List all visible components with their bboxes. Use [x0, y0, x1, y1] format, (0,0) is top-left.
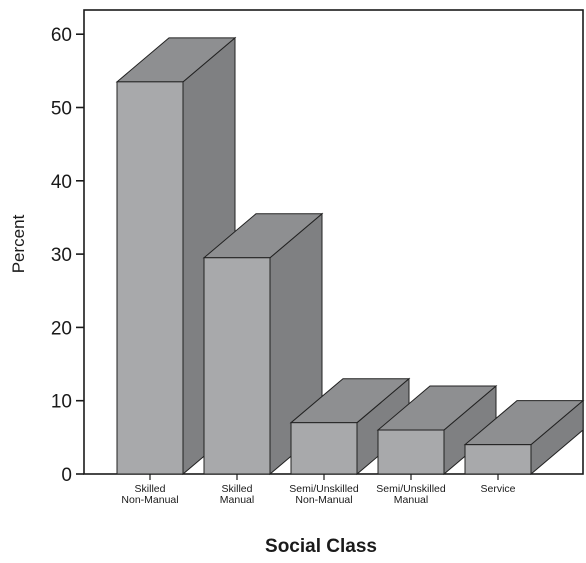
bar — [376, 384, 498, 476]
bar-front-face — [116, 81, 184, 475]
y-tick-label: 50 — [51, 99, 72, 120]
bar-front-face — [203, 257, 271, 475]
bar-front-face — [464, 444, 532, 475]
y-axis-ticks: 0 10 20 30 40 50 60 — [51, 25, 84, 486]
y-tick-label: 20 — [51, 318, 72, 339]
x-tick-label: Semi/Unskilled Non-Manual — [289, 483, 359, 506]
x-tick-label-line: Non-Manual — [295, 494, 352, 506]
x-tick-label-line: Semi/Unskilled — [376, 483, 446, 495]
x-tick-label-line: Manual — [220, 494, 254, 506]
x-tick-label-line: Service — [480, 483, 515, 495]
x-tick-label-line: Skilled — [222, 483, 253, 495]
x-tick-label-line: Non-Manual — [121, 494, 178, 506]
y-tick-label: 0 — [61, 465, 72, 486]
x-tick-label-line: Skilled — [135, 483, 166, 495]
x-tick-label-line: Semi/Unskilled — [289, 483, 359, 495]
x-tick-label: Service — [480, 483, 515, 495]
y-tick-label: 10 — [51, 392, 72, 413]
bar-front-face — [290, 422, 358, 475]
y-tick-label: 40 — [51, 172, 72, 193]
bar-series — [115, 36, 585, 476]
bar-front-face — [377, 429, 445, 475]
y-tick-label: 60 — [51, 25, 72, 46]
x-tick-label-line: Manual — [394, 494, 428, 506]
x-tick-label: Skilled Non-Manual — [121, 483, 178, 506]
bar — [463, 399, 585, 476]
x-tick-label: Semi/Unskilled Manual — [376, 483, 446, 506]
y-axis-title: Percent — [9, 214, 28, 273]
y-tick-label: 30 — [51, 245, 72, 266]
x-tick-label: Skilled Manual — [220, 483, 254, 506]
x-axis-title: Social Class — [265, 536, 377, 557]
